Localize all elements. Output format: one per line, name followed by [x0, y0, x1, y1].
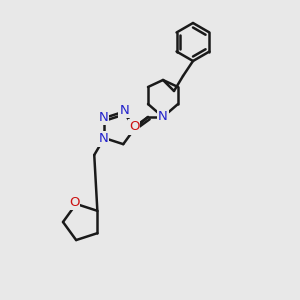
Text: N: N — [119, 104, 129, 117]
Text: N: N — [158, 110, 168, 124]
Text: O: O — [69, 196, 80, 209]
Text: O: O — [129, 121, 139, 134]
Text: N: N — [98, 110, 108, 124]
Text: N: N — [98, 133, 108, 146]
